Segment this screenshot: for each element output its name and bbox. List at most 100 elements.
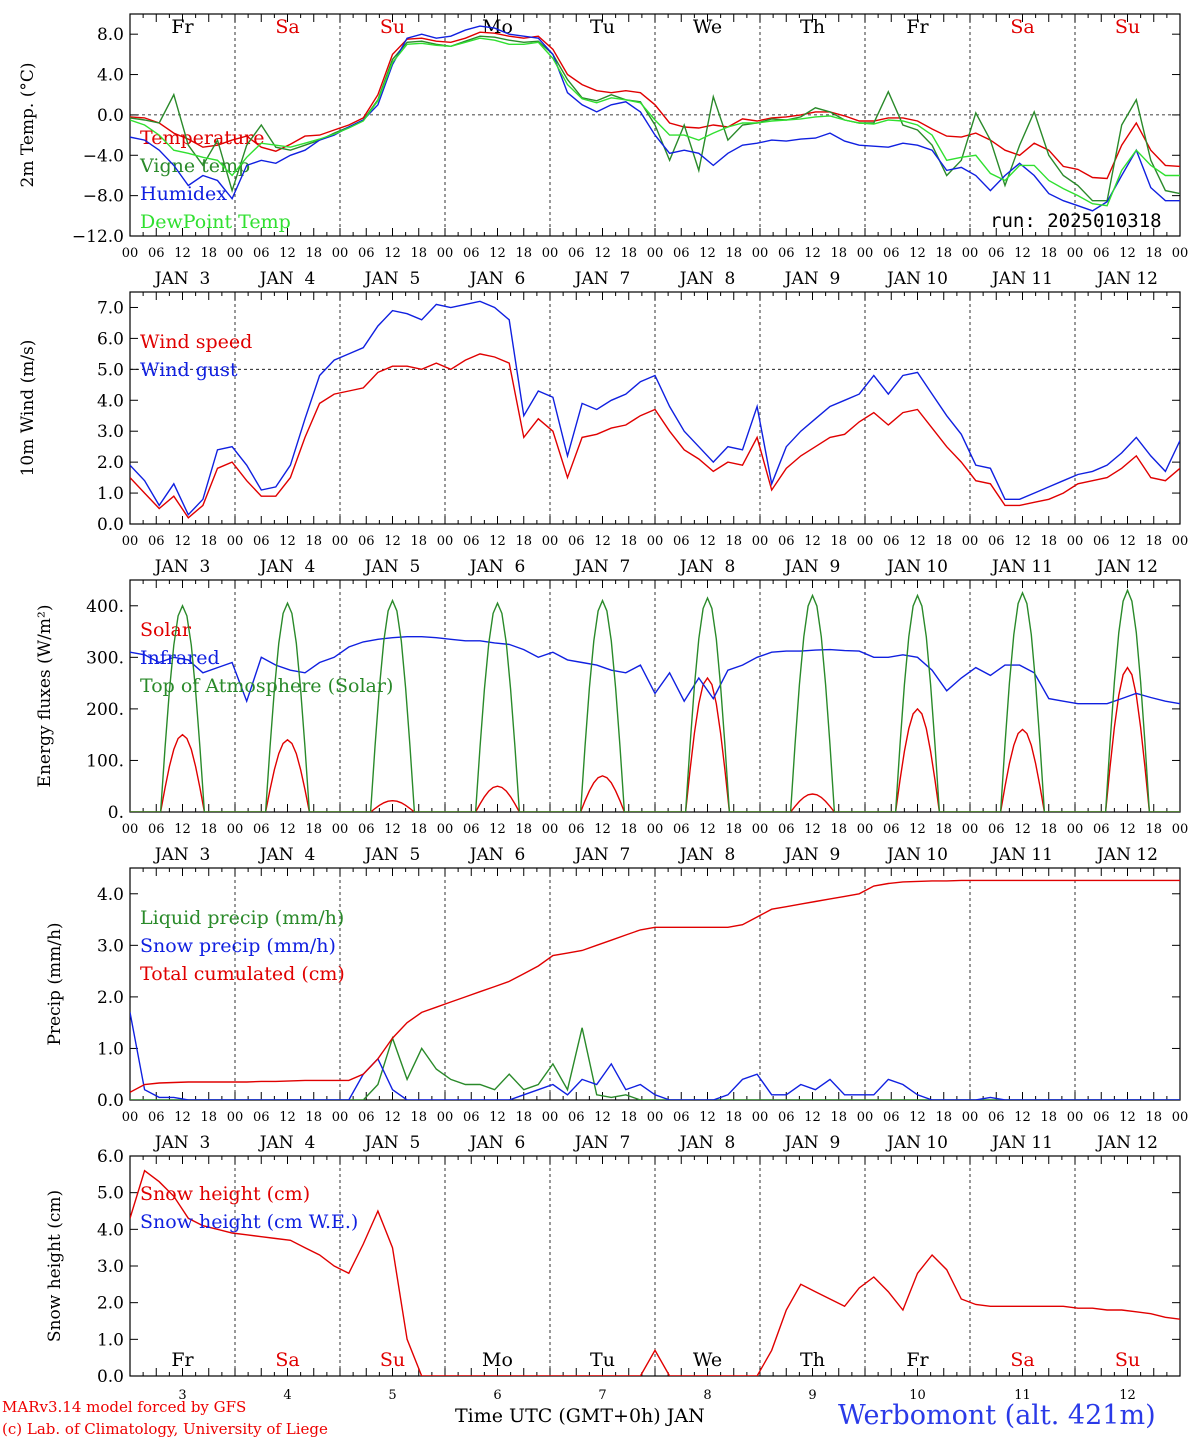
hour-label: 00 xyxy=(437,822,454,837)
hour-label: 06 xyxy=(148,822,165,837)
day-label: JAN 4 xyxy=(258,269,316,289)
y-tick-label: 0.0 xyxy=(97,106,124,126)
hour-label: 18 xyxy=(410,822,427,837)
y-tick-label: 4.0 xyxy=(97,885,124,905)
day-label: JAN 12 xyxy=(1095,269,1158,289)
hour-label: 12 xyxy=(909,534,926,549)
xaxis-title: Time UTC (GMT+0h) JAN xyxy=(455,1405,705,1427)
hour-label: 06 xyxy=(358,822,375,837)
hour-label: 18 xyxy=(935,246,952,261)
series-line xyxy=(130,35,1180,202)
hour-label: 18 xyxy=(305,246,322,261)
y-tick-label: 6.0 xyxy=(97,1147,124,1167)
hour-label: 06 xyxy=(463,1110,480,1125)
hour-label: 18 xyxy=(305,822,322,837)
hour-label: 12 xyxy=(489,1110,506,1125)
hour-label: 12 xyxy=(1014,1110,1031,1125)
hour-label: 00 xyxy=(752,534,769,549)
day-label: JAN 3 xyxy=(153,269,211,289)
hour-label: 06 xyxy=(568,246,585,261)
weekday-label: Sa xyxy=(1010,16,1034,38)
legend-entry: Humidex xyxy=(140,183,227,205)
y-tick-label: 1.0 xyxy=(97,484,124,504)
weekday-label: Sa xyxy=(275,16,299,38)
hour-label: 18 xyxy=(830,534,847,549)
legend-entry: DewPoint Temp xyxy=(140,211,291,233)
hour-label: 06 xyxy=(253,822,270,837)
day-label: JAN 11 xyxy=(990,557,1053,577)
day-label: JAN 7 xyxy=(573,1133,631,1153)
hour-label: 00 xyxy=(542,246,559,261)
hour-label: 18 xyxy=(410,246,427,261)
credit-lab: (c) Lab. of Climatology, University of L… xyxy=(2,1420,328,1438)
hour-label: 18 xyxy=(1145,1110,1162,1125)
hour-label: 06 xyxy=(883,1110,900,1125)
day-number-label: 8 xyxy=(703,1388,711,1403)
y-tick-label: −8.0 xyxy=(83,187,124,207)
day-number-label: 9 xyxy=(808,1388,816,1403)
day-label: JAN 9 xyxy=(783,269,841,289)
y-axis-title: Snow height (cm) xyxy=(45,1190,65,1342)
day-label: JAN 3 xyxy=(153,1133,211,1153)
legend-entry: Liquid precip (mm/h) xyxy=(140,907,344,929)
y-axis-title: 10m Wind (m/s) xyxy=(18,340,38,477)
y-tick-label: 4.0 xyxy=(97,1220,124,1240)
y-tick-label: 2.0 xyxy=(97,453,124,473)
hour-label: 00 xyxy=(437,534,454,549)
y-tick-label: 200. xyxy=(86,700,124,720)
hour-label: 12 xyxy=(174,822,191,837)
day-number-label: 6 xyxy=(493,1388,501,1403)
weekday-label: We xyxy=(693,16,722,38)
panel-1: 8.0 4.0 0.0 −4.0 −8.0 −12.0 2m Temp. (°C) 00 06 1… xyxy=(18,13,1188,289)
day-label: JAN 11 xyxy=(990,269,1053,289)
y-tick-label: 4.0 xyxy=(97,66,124,86)
hour-label: 18 xyxy=(1040,246,1057,261)
weekday-label: Sa xyxy=(1010,1349,1034,1371)
panel-4: 4.0 3.0 2.0 1.0 0.0 Precip (mm/h) 00 06 12 18 00 06… xyxy=(45,867,1189,1153)
y-tick-label: 1.0 xyxy=(97,1039,124,1059)
day-label: JAN 9 xyxy=(783,1133,841,1153)
day-label: JAN 8 xyxy=(678,269,736,289)
hour-label: 06 xyxy=(778,822,795,837)
hour-label: 12 xyxy=(489,822,506,837)
series-line xyxy=(130,879,1180,1093)
hour-label: 00 xyxy=(647,822,664,837)
hour-label: 18 xyxy=(620,822,637,837)
hour-label: 06 xyxy=(253,1110,270,1125)
y-tick-label: 3.0 xyxy=(97,422,124,442)
day-label: JAN 7 xyxy=(573,269,631,289)
day-label: JAN 4 xyxy=(258,1133,316,1153)
day-label: JAN 5 xyxy=(363,845,421,865)
hour-label: 00 xyxy=(962,1110,979,1125)
legend-entry: Infrared xyxy=(140,647,220,669)
hour-label: 12 xyxy=(384,822,401,837)
day-label: JAN 9 xyxy=(783,845,841,865)
y-tick-label: 3.0 xyxy=(97,1257,124,1277)
hour-label: 12 xyxy=(1119,822,1136,837)
weekday-label: Tu xyxy=(590,16,615,38)
hour-label: 06 xyxy=(358,534,375,549)
day-number-label: 7 xyxy=(598,1388,606,1403)
hour-label: 00 xyxy=(1067,246,1084,261)
hour-label: 06 xyxy=(883,822,900,837)
weekday-label: Mo xyxy=(482,1349,513,1371)
hour-label: 00 xyxy=(227,246,244,261)
hour-label: 00 xyxy=(437,246,454,261)
y-tick-label: 2.0 xyxy=(97,988,124,1008)
hour-label: 12 xyxy=(384,1110,401,1125)
hour-label: 18 xyxy=(935,822,952,837)
hour-label: 06 xyxy=(1093,822,1110,837)
hour-label: 18 xyxy=(1040,822,1057,837)
hour-label: 00 xyxy=(437,1110,454,1125)
series-line xyxy=(130,666,1180,812)
y-tick-label: 0. xyxy=(108,803,124,823)
weekday-label: Su xyxy=(1115,16,1140,38)
hour-label: 06 xyxy=(358,246,375,261)
hour-label: 00 xyxy=(752,1110,769,1125)
hour-label: 06 xyxy=(463,246,480,261)
hour-label: 00 xyxy=(1172,1110,1189,1125)
weekday-label: Th xyxy=(800,16,825,38)
hour-label: 06 xyxy=(568,1110,585,1125)
hour-label: 00 xyxy=(857,534,874,549)
